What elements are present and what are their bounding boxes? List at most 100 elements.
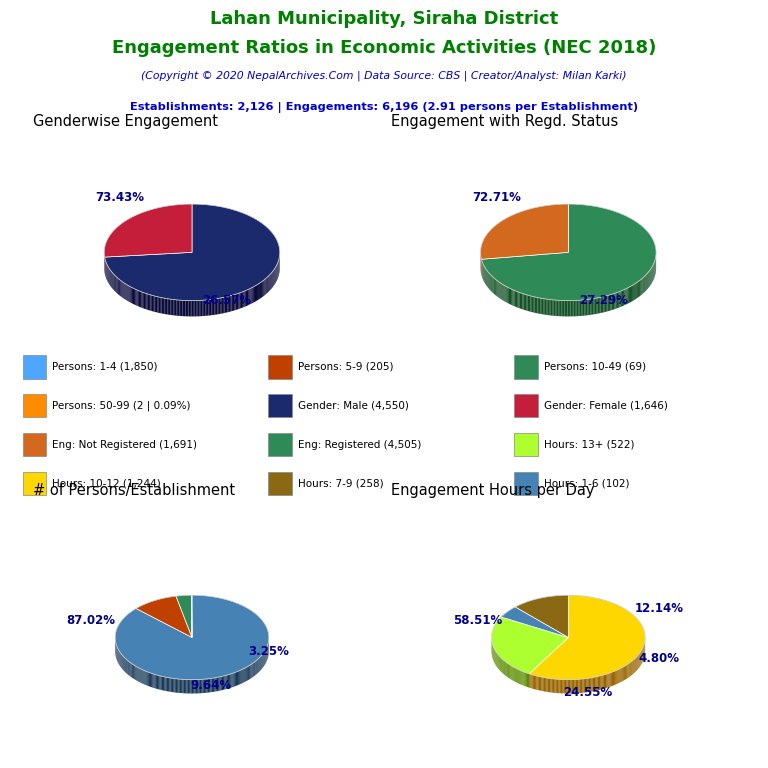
Polygon shape: [598, 297, 599, 313]
Polygon shape: [496, 280, 497, 296]
Polygon shape: [255, 286, 256, 302]
Polygon shape: [130, 286, 131, 303]
Polygon shape: [539, 298, 541, 314]
Polygon shape: [598, 676, 599, 690]
Polygon shape: [263, 280, 265, 296]
Polygon shape: [582, 679, 584, 693]
Polygon shape: [238, 293, 240, 310]
Polygon shape: [611, 294, 613, 310]
Polygon shape: [210, 300, 211, 316]
Bar: [515, 432, 538, 456]
Polygon shape: [509, 664, 510, 679]
Polygon shape: [619, 668, 621, 683]
Polygon shape: [548, 300, 549, 315]
Polygon shape: [509, 288, 510, 304]
Text: 27.29%: 27.29%: [579, 294, 628, 307]
Polygon shape: [229, 296, 230, 312]
Polygon shape: [583, 300, 584, 316]
Polygon shape: [250, 664, 252, 678]
Polygon shape: [574, 680, 576, 694]
Polygon shape: [205, 300, 207, 316]
Polygon shape: [233, 295, 234, 311]
Text: Hours: 13+ (522): Hours: 13+ (522): [544, 439, 634, 449]
Bar: [269, 355, 292, 379]
Polygon shape: [591, 299, 592, 315]
Polygon shape: [250, 288, 252, 304]
Polygon shape: [504, 285, 505, 301]
Polygon shape: [145, 293, 147, 310]
Polygon shape: [621, 290, 622, 307]
Polygon shape: [115, 595, 269, 680]
Polygon shape: [213, 299, 214, 315]
Polygon shape: [601, 675, 603, 690]
Polygon shape: [516, 668, 517, 683]
Polygon shape: [159, 676, 161, 690]
Polygon shape: [554, 679, 555, 693]
Polygon shape: [578, 679, 580, 694]
Polygon shape: [237, 671, 238, 686]
Polygon shape: [196, 680, 197, 694]
Polygon shape: [616, 670, 617, 684]
Polygon shape: [178, 300, 180, 316]
Polygon shape: [174, 679, 176, 693]
Polygon shape: [163, 677, 164, 690]
Polygon shape: [577, 680, 578, 694]
Polygon shape: [538, 676, 539, 690]
Polygon shape: [561, 680, 562, 694]
Polygon shape: [210, 678, 212, 692]
Text: Gender: Male (4,550): Gender: Male (4,550): [298, 401, 409, 411]
Polygon shape: [638, 281, 639, 297]
Polygon shape: [124, 283, 125, 300]
Polygon shape: [166, 677, 167, 691]
Polygon shape: [515, 668, 516, 682]
Polygon shape: [136, 666, 137, 680]
Polygon shape: [493, 277, 494, 294]
Polygon shape: [631, 286, 632, 302]
Polygon shape: [216, 299, 217, 315]
Polygon shape: [633, 284, 634, 301]
Polygon shape: [622, 667, 623, 681]
Polygon shape: [604, 296, 606, 312]
Polygon shape: [563, 300, 564, 316]
Polygon shape: [170, 678, 172, 692]
Polygon shape: [497, 280, 498, 296]
Polygon shape: [237, 293, 238, 310]
Polygon shape: [158, 675, 159, 690]
Polygon shape: [248, 666, 249, 680]
Polygon shape: [571, 680, 573, 694]
Polygon shape: [177, 300, 178, 316]
Polygon shape: [262, 281, 263, 297]
Polygon shape: [202, 300, 204, 316]
Polygon shape: [614, 293, 616, 310]
Text: Persons: 50-99 (2 | 0.09%): Persons: 50-99 (2 | 0.09%): [52, 400, 190, 411]
Polygon shape: [151, 674, 152, 687]
Polygon shape: [538, 297, 539, 313]
Polygon shape: [227, 296, 229, 313]
Polygon shape: [172, 300, 174, 316]
Polygon shape: [125, 284, 127, 300]
Polygon shape: [140, 668, 141, 683]
Polygon shape: [628, 663, 629, 677]
Polygon shape: [134, 666, 136, 680]
Polygon shape: [637, 282, 638, 298]
Text: Genderwise Engagement: Genderwise Engagement: [33, 114, 218, 129]
Text: (Copyright © 2020 NepalArchives.Com | Data Source: CBS | Creator/Analyst: Milan : (Copyright © 2020 NepalArchives.Com | Da…: [141, 71, 627, 81]
Polygon shape: [535, 676, 536, 690]
Polygon shape: [620, 291, 621, 307]
Polygon shape: [123, 282, 124, 298]
Polygon shape: [201, 679, 203, 694]
Polygon shape: [236, 672, 237, 686]
Polygon shape: [167, 299, 169, 315]
Polygon shape: [166, 299, 167, 314]
Polygon shape: [207, 679, 208, 693]
Polygon shape: [551, 679, 553, 693]
Polygon shape: [524, 672, 525, 686]
Polygon shape: [610, 673, 611, 687]
Polygon shape: [141, 669, 142, 684]
Polygon shape: [526, 673, 527, 687]
Polygon shape: [542, 677, 544, 691]
Polygon shape: [157, 296, 159, 313]
Polygon shape: [121, 281, 123, 298]
Polygon shape: [249, 665, 250, 680]
Text: Hours: 1-6 (102): Hours: 1-6 (102): [544, 478, 629, 488]
